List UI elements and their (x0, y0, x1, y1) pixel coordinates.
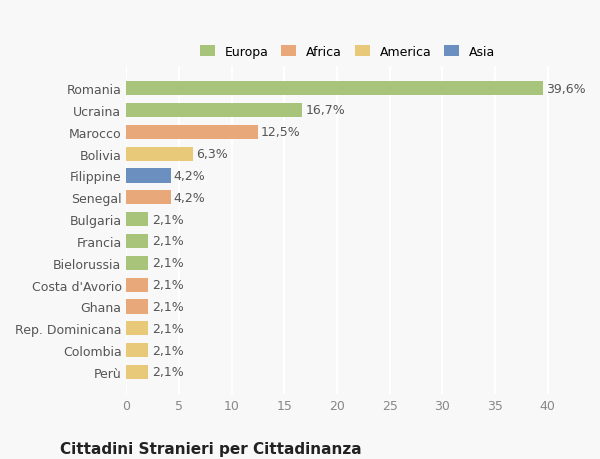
Bar (127, 213, 148, 227)
Bar (127, 256, 148, 270)
Bar (127, 104, 302, 118)
Text: 2,1%: 2,1% (152, 344, 184, 357)
Bar (127, 321, 148, 336)
Bar (127, 343, 148, 358)
Text: Cittadini Stranieri per Cittadinanza: Cittadini Stranieri per Cittadinanza (60, 441, 362, 456)
Text: 4,2%: 4,2% (174, 170, 205, 183)
Bar (127, 191, 170, 205)
Bar (127, 82, 544, 96)
Text: 2,1%: 2,1% (152, 257, 184, 270)
Text: 6,3%: 6,3% (196, 148, 227, 161)
Text: 4,2%: 4,2% (174, 191, 205, 204)
Bar (127, 169, 170, 183)
Text: 2,1%: 2,1% (152, 322, 184, 335)
Bar (127, 147, 193, 162)
Text: 2,1%: 2,1% (152, 366, 184, 379)
Text: 2,1%: 2,1% (152, 235, 184, 248)
Text: 12,5%: 12,5% (261, 126, 301, 139)
Text: 2,1%: 2,1% (152, 279, 184, 291)
Legend: Europa, Africa, America, Asia: Europa, Africa, America, Asia (195, 40, 500, 63)
Bar (127, 235, 148, 248)
Text: 2,1%: 2,1% (152, 300, 184, 313)
Text: 2,1%: 2,1% (152, 213, 184, 226)
Bar (127, 365, 148, 379)
Bar (127, 278, 148, 292)
Bar (127, 300, 148, 314)
Text: 39,6%: 39,6% (547, 83, 586, 95)
Bar (127, 125, 258, 140)
Text: 16,7%: 16,7% (305, 104, 345, 117)
